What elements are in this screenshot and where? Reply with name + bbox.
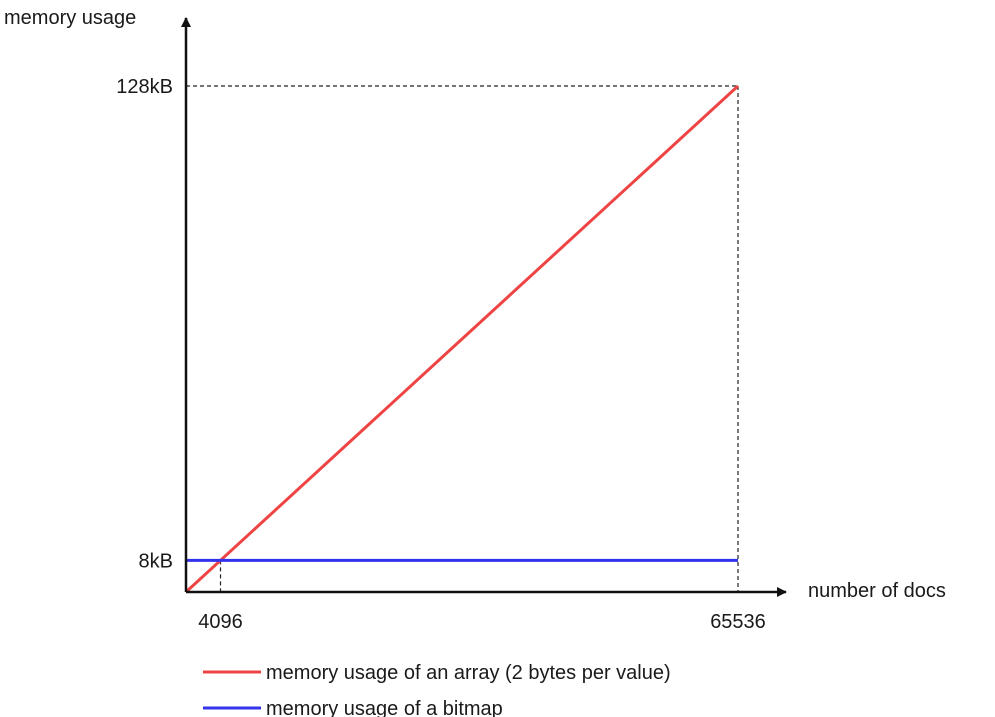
tick-labels: 8kB 128kB 4096 65536: [116, 76, 766, 633]
y-tick-label-1: 128kB: [116, 76, 173, 98]
x-axis-label: number of docs: [808, 580, 946, 602]
series-lines: [184, 84, 740, 594]
legend-label-array: memory usage of an array (2 bytes per va…: [266, 662, 671, 684]
y-tick-label-0: 8kB: [139, 550, 173, 572]
x-tick-label-1: 65536: [710, 611, 766, 633]
x-tick-label-0: 4096: [198, 611, 243, 633]
series-line-0: [184, 84, 740, 594]
y-axis-label: memory usage: [4, 7, 136, 29]
legend: memory usage of an array (2 bytes per va…: [203, 662, 671, 717]
legend-label-bitmap: memory usage of a bitmap: [266, 698, 503, 717]
